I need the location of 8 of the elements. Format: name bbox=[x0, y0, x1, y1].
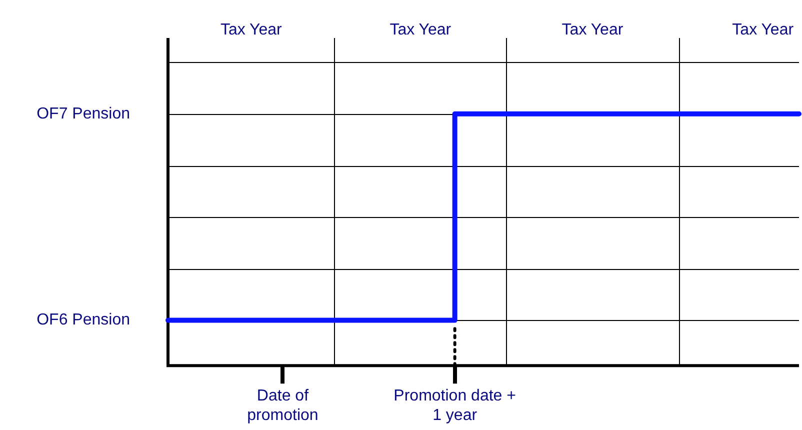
x-tick-label: Date of promotion bbox=[247, 388, 318, 424]
text: Tax Year bbox=[220, 21, 283, 38]
x-tick-label: Promotion date + 1 year bbox=[394, 388, 516, 424]
text: Tax Year bbox=[390, 21, 452, 38]
text: OF6 Pension bbox=[36, 312, 130, 329]
text: Tax Year bbox=[732, 21, 794, 38]
text: Tax Year bbox=[562, 21, 624, 38]
text: OF7 Pension bbox=[36, 105, 130, 122]
